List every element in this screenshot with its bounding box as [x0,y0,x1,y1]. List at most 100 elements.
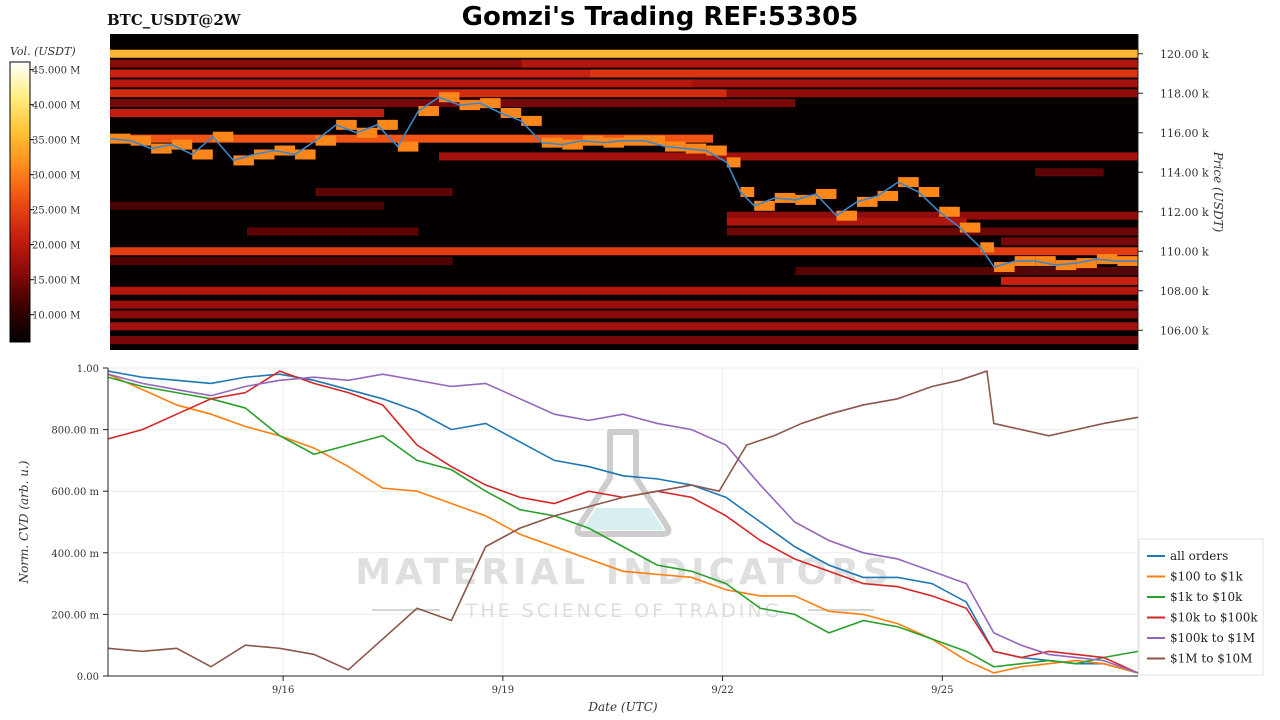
heatmap-band [1000,237,1138,246]
colorbar: Vol. (USDT) 10.000 M 15.000 M 20.000 M 25.0… [9,45,80,343]
heatmap-band [110,310,1138,319]
heatmap-cell [438,92,460,103]
heatmap-band [726,89,1138,98]
heatmap-y-tick-label: 120.00 k [1160,48,1209,61]
heatmap-cell [397,141,419,152]
heatmap-band [110,257,453,266]
heatmap-band [521,59,1138,68]
watermark-tagline: THE SCIENCE OF TRADING [465,600,783,622]
cvd-x-tick-label: 9/22 [711,685,733,696]
legend: all orders $100 to $1k $1k to $10k $10k to … [1138,538,1264,676]
cvd-y-tick-label: 0.00 [77,672,99,683]
chart-title: Gomzi's Trading REF:53305 [462,2,859,32]
heatmap-y-tick-label: 114.00 k [1160,166,1209,179]
cvd-series-line [107,373,1139,674]
heatmap-cell [541,137,563,148]
heatmap-cell [665,141,686,152]
heatmap-cell [980,242,995,253]
heatmap-cell [336,119,357,130]
heatmap-cell [1096,254,1118,265]
heatmap-cell [418,106,439,117]
heatmap-cell [480,98,501,109]
cvd-series-line [107,376,1139,668]
heatmap-cell [815,188,837,199]
heatmap-cell [706,145,727,156]
heatmap-band [110,69,590,78]
heatmap-band [110,300,1138,309]
cvd-y-tick-label: 800.00 m [51,426,99,437]
heatmap-band [1035,168,1104,177]
heatmap-cell [356,127,378,138]
heatmap-cell [644,135,666,146]
heatmap-y-tick-label: 112.00 k [1160,206,1209,219]
heatmap-band [110,89,727,98]
heatmap-band [692,79,1138,88]
cvd-series-line [107,373,1139,674]
heatmap-cell [918,187,940,197]
heatmap-band [110,59,522,68]
legend-box [1138,538,1264,676]
heatmap-cell [836,210,858,221]
cvd-x-tick-label: 9/16 [272,685,294,696]
heatmap-band [110,134,714,143]
legend-entry-label: all orders [1170,549,1228,563]
legend-entry-label: $1k to $10k [1170,590,1243,604]
heatmap-band [726,217,967,226]
colorbar-tick-label: 40.000 M [32,101,80,112]
heatmap-band [726,227,1138,236]
heatmap-band [247,227,419,236]
cvd-y-axis-label: Norm. CVD (arb. u.) [17,460,31,584]
heatmap-band [110,336,1138,345]
heatmap-cell [212,131,234,142]
heatmap-band [110,322,1138,331]
heatmap-cell [151,143,172,154]
heatmap-band [1000,276,1138,285]
heatmap-cell [795,194,816,205]
heatmap-band [315,188,453,196]
cvd-x-axis-label: Date (UTC) [587,700,657,714]
symbol-label: BTC_USDT@2W [107,11,242,29]
heatmap-y-axis-label: Price (USDT) [1211,151,1225,233]
heatmap-cell [459,100,481,111]
heatmap-band [795,267,1138,275]
cvd-y-tick-label: 600.00 m [51,487,99,498]
heatmap-y-tick-label: 106.00 k [1160,324,1209,337]
colorbar-tick-label: 35.000 M [32,136,80,147]
price-line [109,96,1138,268]
heatmap-cell [562,139,583,150]
heatmap-cell [295,149,316,160]
legend-entry-label: $10k to $100k [1170,611,1258,625]
cvd-series-line [107,370,1139,671]
colorbar-tick-label: 20.000 M [32,241,80,252]
legend-entry-label: $100k to $1M [1170,631,1255,645]
heatmap-cell [994,262,1015,273]
heatmap-cell [754,200,775,211]
heatmap-cell [685,143,707,154]
colorbar-label: Vol. (USDT) [10,45,76,58]
heatmap-cell [233,155,254,166]
heatmap-y-tick-label: 116.00 k [1160,127,1209,140]
heatmap-y-tick-label: 118.00 k [1160,87,1209,100]
heatmap-cell [274,145,296,156]
heatmap-band [589,69,1138,78]
cvd-y-tick-label: 400.00 m [51,549,99,560]
heatmap-cell [726,157,741,168]
heatmap-cell [959,222,981,233]
heatmap-cell [171,139,193,150]
heatmap-cell [1035,256,1056,267]
colorbar-tick-label: 10.000 M [32,311,80,322]
cvd-x-tick-label: 9/19 [492,685,514,696]
heatmap-cell [192,149,213,160]
colorbar-tick-label: 30.000 M [32,171,80,182]
cvd-x-tick-label: 9/25 [931,685,953,696]
heatmap-band [110,247,1138,256]
heatmap-cell [110,133,131,144]
flask-icon [574,429,672,537]
colorbar-tick-label: 15.000 M [32,276,80,287]
watermark-brand: MATERIAL INDICATORS [355,552,893,593]
heatmap-cell [130,135,152,146]
heatmap-cell [500,108,522,118]
heatmap-cell [582,135,604,146]
heatmap-band [110,79,693,88]
heatmap-cell [774,192,796,203]
